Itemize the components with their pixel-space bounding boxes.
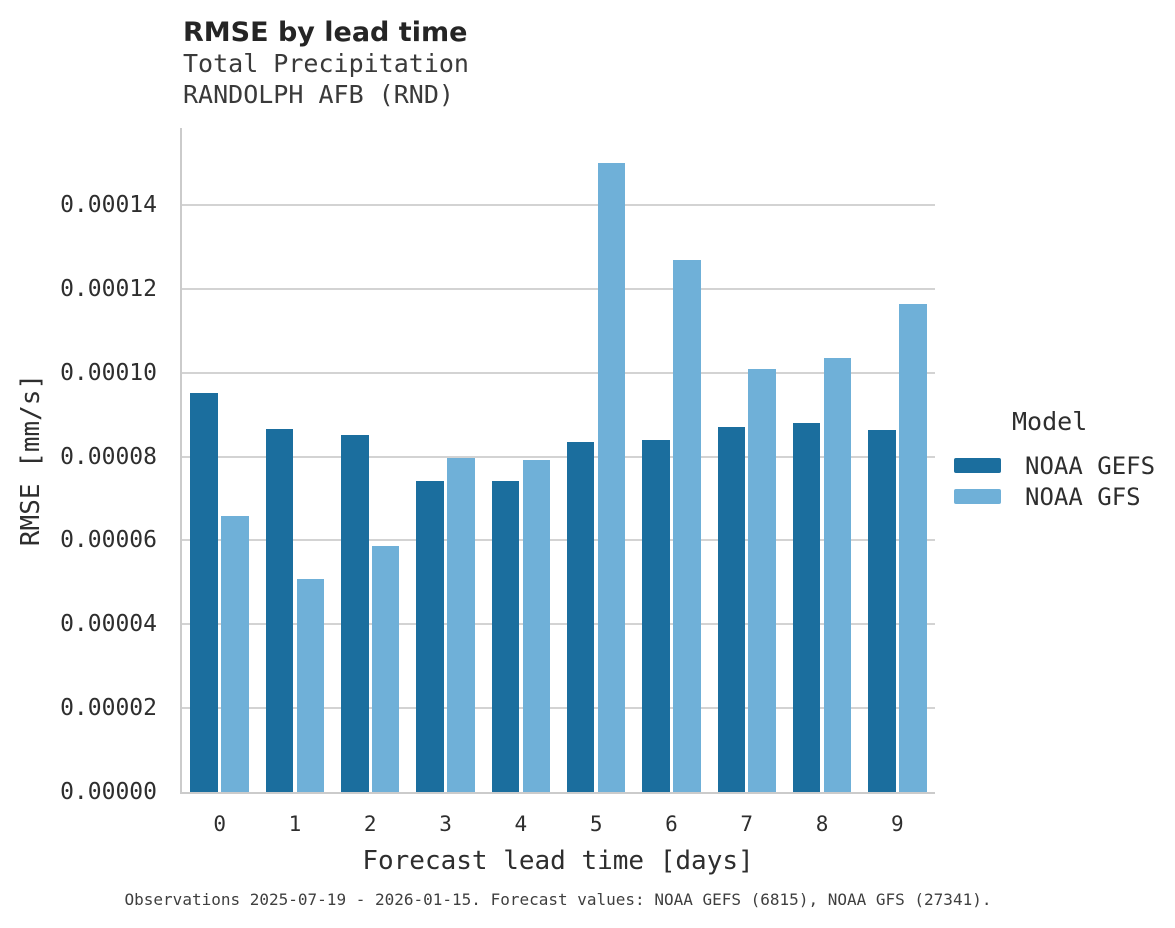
bar-gefs-day-6	[642, 439, 670, 792]
bar-gfs-day-5	[597, 163, 626, 792]
bar-gfs-day-0	[221, 515, 249, 792]
bar-gfs-day-4	[522, 459, 551, 792]
chart-subtitle-variable: Total Precipitation	[183, 49, 469, 78]
legend-label-noaa-gefs: NOAA GEFS	[1025, 452, 1156, 480]
bar-gfs-day-9	[899, 303, 927, 792]
y-tick-label-0.00014: 0.00014	[60, 192, 157, 219]
x-tick-label-4: 4	[514, 812, 528, 836]
gridline-0.00006	[182, 539, 935, 542]
legend-swatch-noaa-gefs	[954, 458, 1001, 473]
bar-gefs-day-1	[265, 428, 294, 792]
y-tick-label-0.00004: 0.00004	[60, 611, 157, 638]
y-tick-label-0.00012: 0.00012	[60, 275, 157, 302]
y-tick-label-0.00010: 0.00010	[60, 359, 157, 386]
x-tick-label-1: 1	[288, 812, 302, 836]
chart-subtitle-station: RANDOLPH AFB (RND)	[183, 80, 454, 109]
y-tick-label-0.00002: 0.00002	[60, 695, 157, 722]
gridline-0.00002	[182, 707, 935, 710]
bar-gfs-day-6	[673, 260, 701, 792]
bar-gefs-day-8	[792, 422, 821, 792]
x-axis-label: Forecast lead time [days]	[362, 846, 754, 876]
bar-gefs-day-0	[190, 392, 218, 792]
x-tick-label-8: 8	[815, 812, 829, 836]
bar-gefs-day-3	[416, 480, 444, 792]
gridline-0.00014	[182, 204, 935, 207]
caption-observations: Observations 2025-07-19 - 2026-01-15. Fo…	[124, 890, 992, 909]
bar-gefs-day-5	[566, 441, 595, 792]
bar-gefs-day-9	[868, 430, 896, 792]
bar-gefs-day-7	[717, 426, 746, 792]
bar-gefs-day-2	[341, 434, 369, 792]
x-tick-label-7: 7	[740, 812, 754, 836]
x-tick-label-5: 5	[589, 812, 603, 836]
bar-gfs-day-3	[447, 457, 475, 792]
y-tick-label-0.00006: 0.00006	[60, 527, 157, 554]
bar-gfs-day-2	[371, 546, 400, 792]
legend-label-noaa-gfs: NOAA GFS	[1025, 483, 1141, 511]
legend-title: Model	[1012, 407, 1088, 436]
y-tick-label-0.00000: 0.00000	[60, 779, 157, 805]
gridline-0.00010	[182, 371, 935, 374]
legend-swatch-noaa-gfs	[954, 489, 1001, 504]
x-tick-label-6: 6	[665, 812, 678, 836]
x-tick-label-2: 2	[363, 812, 377, 836]
gridline-0.00004	[182, 623, 935, 626]
y-tick-label-0.00008: 0.00008	[60, 443, 157, 470]
chart-title: RMSE by lead time	[183, 17, 468, 48]
bar-gfs-day-1	[296, 579, 325, 792]
gridline-0.00012	[182, 287, 935, 290]
x-tick-label-9: 9	[891, 812, 904, 836]
bar-gfs-day-7	[748, 368, 776, 792]
x-tick-label-3: 3	[439, 812, 452, 836]
bar-gfs-day-8	[823, 358, 852, 792]
bar-gefs-day-4	[491, 480, 520, 792]
x-tick-label-0: 0	[213, 812, 226, 836]
gridline-0.00008	[182, 455, 935, 458]
plot-area	[180, 128, 935, 794]
